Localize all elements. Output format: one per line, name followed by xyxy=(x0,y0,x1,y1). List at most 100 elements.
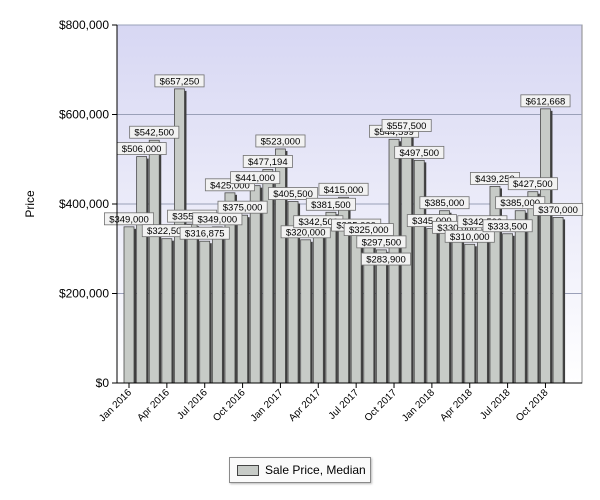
data-label: $297,500 xyxy=(362,237,402,248)
bar xyxy=(540,108,551,384)
data-label-box xyxy=(361,252,412,266)
data-label-box xyxy=(356,235,407,249)
data-label: $612,668 xyxy=(526,96,566,107)
data-label-box xyxy=(444,229,495,243)
legend-label: Sale Price, Median xyxy=(265,463,366,477)
x-tick-label: Oct 2018 xyxy=(514,387,551,424)
x-tick-label: Apr 2018 xyxy=(438,387,475,424)
data-label-box xyxy=(482,219,533,233)
bar xyxy=(148,139,160,384)
data-label-box xyxy=(268,187,319,200)
data-label: $320,000 xyxy=(286,227,326,238)
bar xyxy=(413,159,425,384)
data-label: $349,000 xyxy=(109,214,149,225)
data-label: $322,500 xyxy=(147,226,187,237)
data-label: $385,000 xyxy=(500,198,540,209)
legend-swatch xyxy=(237,464,259,476)
data-label: $370,000 xyxy=(538,205,578,216)
bar xyxy=(451,234,463,384)
data-label: $330,000 xyxy=(437,223,477,234)
y-tick-label: $400,000 xyxy=(59,197,109,211)
data-label: $415,000 xyxy=(324,185,364,196)
data-label-box xyxy=(217,200,268,214)
data-label: $333,500 xyxy=(488,221,528,232)
x-tick-label: Jul 2017 xyxy=(327,387,362,422)
data-label-box xyxy=(381,119,432,132)
data-label: $557,500 xyxy=(387,121,427,132)
y-tick-label: $600,000 xyxy=(59,108,109,122)
data-label: $427,500 xyxy=(513,179,553,190)
data-label: $477,194 xyxy=(248,157,288,168)
data-label-box xyxy=(533,203,584,216)
data-label-box xyxy=(129,125,180,139)
x-tick-label: Oct 2016 xyxy=(211,387,248,424)
bar xyxy=(199,240,211,384)
data-label: $345,000 xyxy=(412,216,452,227)
x-tick-label: Jan 2018 xyxy=(400,387,437,424)
x-tick-label: Jan 2016 xyxy=(97,387,134,424)
data-label: $441,000 xyxy=(235,173,275,184)
y-tick-label: $0 xyxy=(96,376,110,390)
x-tick-label: Jan 2017 xyxy=(249,387,286,424)
data-label: $506,000 xyxy=(122,144,162,155)
data-label: $375,000 xyxy=(223,203,263,214)
data-label-box xyxy=(255,134,306,148)
data-label-box xyxy=(507,177,558,191)
data-label: $405,500 xyxy=(273,189,313,200)
data-label-box xyxy=(154,74,205,88)
bar xyxy=(275,148,286,384)
data-label: $425,000 xyxy=(210,180,250,191)
x-tick-label: Apr 2016 xyxy=(135,387,172,424)
data-label: $349,000 xyxy=(198,214,238,225)
data-labels: $349,000 $506,000 $542,500 $322,500 $657,250… xyxy=(104,74,584,266)
bar xyxy=(514,210,526,384)
data-label: $310,000 xyxy=(450,232,490,243)
data-label: $325,000 xyxy=(349,225,389,236)
bar xyxy=(476,229,488,384)
data-label-box xyxy=(394,145,445,159)
data-label-box xyxy=(242,155,293,168)
y-axis-label: Price xyxy=(23,190,37,218)
data-label-box xyxy=(192,212,243,226)
data-label: $355,000 xyxy=(172,212,212,223)
bar xyxy=(552,217,564,384)
data-label: $381,500 xyxy=(311,200,351,211)
x-tick-label: Jul 2016 xyxy=(175,387,210,422)
data-label: $439,250 xyxy=(475,174,515,185)
data-label-box xyxy=(495,196,546,210)
bar xyxy=(161,238,173,384)
bar xyxy=(350,232,362,384)
bar xyxy=(312,229,324,384)
data-label-box xyxy=(318,182,369,196)
data-label: $544,599 xyxy=(374,127,414,138)
data-label-box xyxy=(520,94,571,108)
x-tick-label: Apr 2017 xyxy=(287,387,324,424)
data-label: $523,000 xyxy=(261,136,301,147)
data-label: $316,875 xyxy=(185,229,225,240)
bar xyxy=(300,239,312,384)
data-label-box xyxy=(305,197,356,211)
x-tick-label: Oct 2017 xyxy=(363,387,400,424)
data-label: $657,250 xyxy=(160,76,200,87)
data-label: $342,500 xyxy=(463,217,503,228)
data-label: $385,000 xyxy=(425,198,465,209)
data-label: $542,500 xyxy=(134,128,174,139)
bar xyxy=(426,228,438,384)
data-label: $342,500 xyxy=(298,217,338,228)
y-tick-label: $200,000 xyxy=(59,287,109,301)
bar xyxy=(186,223,198,384)
data-label-box xyxy=(179,226,230,240)
data-label-box xyxy=(230,171,281,185)
data-label: $283,900 xyxy=(366,255,406,266)
y-tick-label: $800,000 xyxy=(59,18,109,32)
bar xyxy=(136,156,148,384)
bar xyxy=(237,214,248,384)
legend: Sale Price, Median xyxy=(229,457,371,483)
data-label: $497,500 xyxy=(399,148,439,159)
bar xyxy=(211,226,223,384)
bar xyxy=(375,249,387,384)
bar xyxy=(464,243,476,384)
x-tick-label: Jul 2018 xyxy=(478,387,513,422)
bar xyxy=(249,185,261,384)
